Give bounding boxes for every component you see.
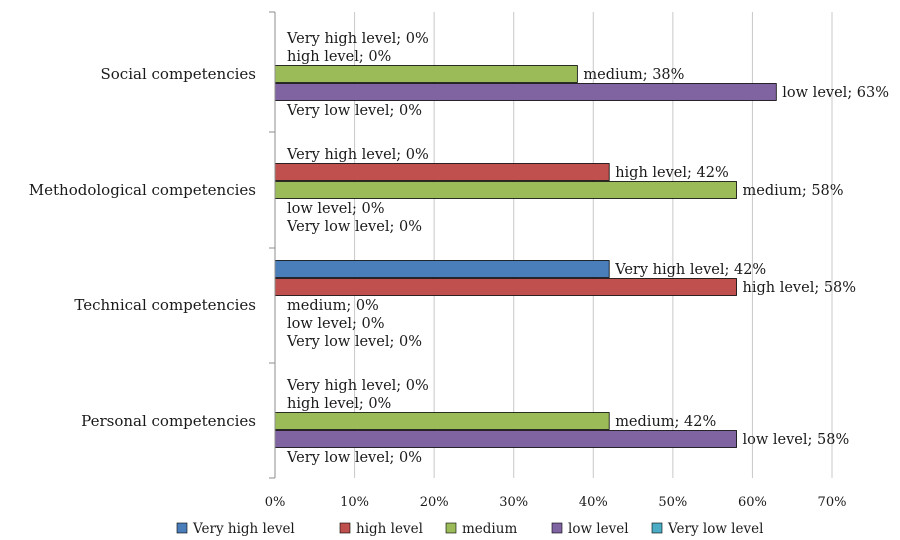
category-label: Social competencies <box>101 65 257 83</box>
bars <box>274 65 777 448</box>
bar <box>274 83 777 101</box>
data-label: medium; 38% <box>583 67 684 83</box>
data-label: Very high level; 0% <box>286 31 429 47</box>
x-tick-label: 0% <box>265 495 286 510</box>
bar <box>274 430 737 448</box>
legend-label: medium <box>462 521 517 537</box>
data-label: Very high level; 0% <box>286 378 429 394</box>
data-label: Very low level; 0% <box>286 219 422 235</box>
legend-label: Very low level <box>667 521 763 537</box>
data-label: Very low level; 0% <box>286 334 422 350</box>
x-tick-label: 70% <box>818 495 847 510</box>
bar <box>274 260 610 278</box>
data-label: high level; 58% <box>743 280 857 296</box>
data-label: low level; 0% <box>287 316 385 332</box>
data-label: Very high level; 0% <box>286 147 429 163</box>
bar <box>274 278 737 296</box>
bar <box>274 163 610 181</box>
legend-swatch <box>651 522 663 534</box>
x-tick-label: 30% <box>499 495 528 510</box>
data-label: high level; 0% <box>287 396 391 412</box>
legend-label: high level <box>356 521 423 537</box>
data-label: medium; 0% <box>287 298 379 314</box>
category-label: Personal competencies <box>81 412 256 430</box>
x-tick-label: 20% <box>420 495 449 510</box>
x-tick-label: 60% <box>738 495 767 510</box>
x-tick-label: 50% <box>658 495 687 510</box>
bar <box>274 65 578 83</box>
data-label: Very low level; 0% <box>286 450 422 466</box>
data-label: low level; 0% <box>287 201 385 217</box>
legend: Very high level high level medium low level… <box>176 521 763 537</box>
legend-swatch <box>176 522 188 534</box>
data-label: medium; 42% <box>615 414 716 430</box>
data-label: high level; 0% <box>287 49 391 65</box>
legend-label: low level <box>568 521 629 537</box>
legend-swatch <box>445 522 457 534</box>
legend-swatch <box>339 522 351 534</box>
data-labels: Very high level; 0% high level; 0% medium;… <box>286 31 889 466</box>
data-label: low level; 63% <box>782 85 889 101</box>
category-label: Technical competencies <box>74 296 256 314</box>
legend-label: Very high level <box>192 521 295 537</box>
bar <box>274 412 610 430</box>
data-label: Very high level; 42% <box>614 262 766 278</box>
data-label: low level; 58% <box>743 432 850 448</box>
axes: 0% 10% 20% 30% 40% 50% 60% 70% Social competenci… <box>29 11 847 510</box>
data-label: high level; 42% <box>615 165 729 181</box>
category-label: Methodological competencies <box>29 181 256 199</box>
legend-swatch <box>551 522 563 534</box>
x-tick-label: 10% <box>340 495 369 510</box>
data-label: Very low level; 0% <box>286 103 422 119</box>
x-tick-label: 40% <box>579 495 608 510</box>
data-label: medium; 58% <box>743 183 844 199</box>
bar <box>274 181 737 199</box>
